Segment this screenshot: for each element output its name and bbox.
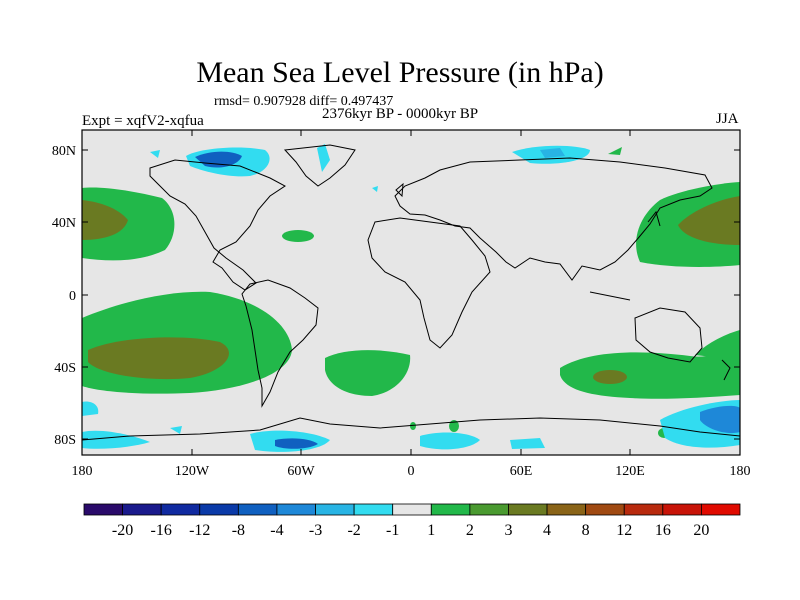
south-indian-core xyxy=(593,370,627,384)
lat-ticks xyxy=(82,149,740,440)
antarctic-positive-1 xyxy=(449,420,459,432)
colorbar-box xyxy=(353,503,394,516)
antarctic-negative-3 xyxy=(420,432,480,450)
lat-label-0: 0 xyxy=(69,289,76,304)
negative-anomaly-fields xyxy=(82,144,740,452)
japan-coast xyxy=(647,210,661,227)
colorbar-label: -20 xyxy=(112,522,133,539)
colorbar-label: 16 xyxy=(655,522,671,539)
lon-label-180w: 180 xyxy=(72,464,93,479)
south-atlantic-anomaly xyxy=(325,350,411,396)
colorbar-label: 12 xyxy=(616,522,632,539)
period-text: 2376kyr BP - 0000kyr BP xyxy=(322,106,479,122)
north-pacific-west-core xyxy=(82,200,128,240)
season-label: JJA xyxy=(716,111,739,127)
experiment-label: Expt = xqfV2-xqfua xyxy=(82,113,204,129)
antarctic-negative-4 xyxy=(510,438,545,449)
australia-coast xyxy=(634,307,703,363)
colorbar-label: 3 xyxy=(504,522,512,539)
colorbar-box xyxy=(199,503,239,516)
colorbar-label: 4 xyxy=(543,522,551,539)
south-america-coast xyxy=(241,279,319,408)
spitsbergen-anomaly xyxy=(608,147,622,155)
small-negative-2 xyxy=(372,186,378,192)
colorbar-label: -12 xyxy=(189,522,210,539)
lon-label-60w: 60W xyxy=(287,464,315,479)
uk-coast xyxy=(395,182,404,198)
colorbar-box xyxy=(469,503,509,516)
colorbar-label: -4 xyxy=(270,522,283,539)
lon-ticks xyxy=(81,130,631,455)
lon-label-120e: 120E xyxy=(615,464,645,479)
north-atlantic-anomaly xyxy=(282,230,314,242)
antarctic-positive-3 xyxy=(410,422,416,430)
indonesia-coast xyxy=(589,291,631,301)
colorbar-label: 8 xyxy=(582,522,590,539)
colorbar-box xyxy=(392,503,432,516)
colorbar-label: -8 xyxy=(232,522,245,539)
colorbar-box xyxy=(315,503,355,516)
colorbar-box xyxy=(430,503,471,516)
antarctica-coast xyxy=(81,417,741,441)
africa-coast xyxy=(367,217,491,349)
lon-label-60e: 60E xyxy=(510,464,533,479)
colorbar-box xyxy=(122,503,162,516)
north-pacific-east-core xyxy=(678,196,740,245)
strong-positive-fields xyxy=(82,196,740,384)
lat-label-40s: 40S xyxy=(54,361,76,376)
europe-asia-coast xyxy=(394,157,713,281)
colorbar-label: 1 xyxy=(427,522,435,539)
lon-label-180e: 180 xyxy=(730,464,751,479)
coastlines xyxy=(81,144,741,441)
lat-label-40n: 40N xyxy=(52,216,76,231)
colorbar-label: -1 xyxy=(386,522,399,539)
colorbar xyxy=(83,503,741,516)
colorbar-labels: -20 -16 -12 -8 -4 -3 -2 -1 1 2 3 4 8 12 16 20 xyxy=(112,522,709,539)
map-background xyxy=(82,130,740,455)
siberia-negative xyxy=(540,148,565,158)
colorbar-label: -3 xyxy=(309,522,322,539)
stats-text: rmsd= 0.907928 diff= 0.497437 xyxy=(214,94,394,109)
lon-label-120w: 120W xyxy=(175,464,210,479)
small-negative-1 xyxy=(170,426,182,434)
colorbar-box xyxy=(701,503,741,516)
colorbar-box xyxy=(546,503,587,516)
lon-label-0: 0 xyxy=(408,464,415,479)
lat-label-80n: 80N xyxy=(52,144,76,159)
map-title: Mean Sea Level Pressure (in hPa) xyxy=(196,56,604,89)
antarctic-negative-west xyxy=(82,401,99,416)
antarctic-negative-1 xyxy=(82,430,150,449)
colorbar-label: 20 xyxy=(693,522,709,539)
south-pacific-core xyxy=(88,337,229,380)
colorbar-label: -16 xyxy=(151,522,172,539)
colorbar-box xyxy=(508,503,548,516)
greenland-coast xyxy=(283,144,356,187)
north-america-coast xyxy=(149,159,286,291)
colorbar-box xyxy=(83,503,123,516)
alaska-negative xyxy=(150,150,160,158)
south-pacific-east-anomaly xyxy=(695,330,740,360)
colorbar-box xyxy=(160,503,201,516)
colorbar-box xyxy=(585,503,625,516)
lat-label-80s: 80S xyxy=(54,433,76,448)
colorbar-box xyxy=(662,503,702,516)
antarctic-negative-core xyxy=(275,438,318,449)
colorbar-label: -2 xyxy=(347,522,360,539)
greenland-negative xyxy=(317,144,330,172)
colorbar-label: 2 xyxy=(466,522,474,539)
colorbar-box xyxy=(276,503,316,516)
colorbar-box xyxy=(623,503,664,516)
colorbar-box xyxy=(237,503,278,516)
new-zealand-coast xyxy=(721,359,731,381)
ross-sea-core xyxy=(700,405,740,434)
